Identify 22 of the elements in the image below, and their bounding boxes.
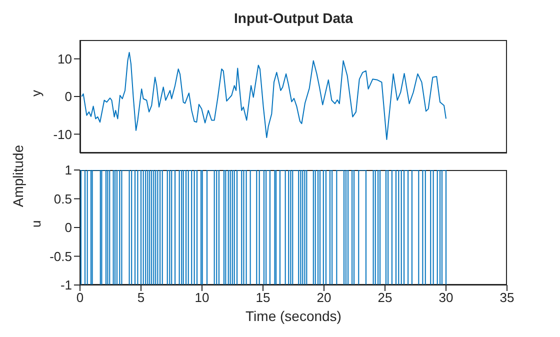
y-tick-label: 0 bbox=[64, 89, 72, 104]
line-series bbox=[81, 52, 446, 140]
y-axis-title: u bbox=[28, 220, 44, 228]
x-axis-title: Time (seconds) bbox=[246, 308, 342, 324]
x-tick-label: 30 bbox=[438, 290, 454, 306]
x-tick-label: 35 bbox=[500, 290, 514, 306]
y-tick-label: -1 bbox=[60, 278, 72, 293]
y-tick-label: 0 bbox=[64, 220, 72, 236]
x-tick-label: 20 bbox=[316, 290, 332, 306]
x-tick-label: 15 bbox=[256, 290, 270, 306]
x-tick-label: 10 bbox=[194, 290, 210, 306]
y-tick-label: 10 bbox=[58, 51, 72, 66]
y-axis-title: y bbox=[28, 90, 44, 96]
y-tick-label: 0.5 bbox=[54, 191, 72, 206]
y-tick-label: -10 bbox=[53, 126, 72, 142]
x-tick-label: 25 bbox=[378, 290, 392, 306]
text: Amplitude bbox=[10, 144, 26, 210]
chart-title: Input-Output Data bbox=[233, 10, 354, 26]
y-tick-label: 1 bbox=[64, 162, 72, 178]
x-tick-label: 5 bbox=[137, 290, 145, 306]
x-tick-label: 0 bbox=[76, 290, 84, 306]
y-tick-label: -0.5 bbox=[50, 248, 72, 264]
